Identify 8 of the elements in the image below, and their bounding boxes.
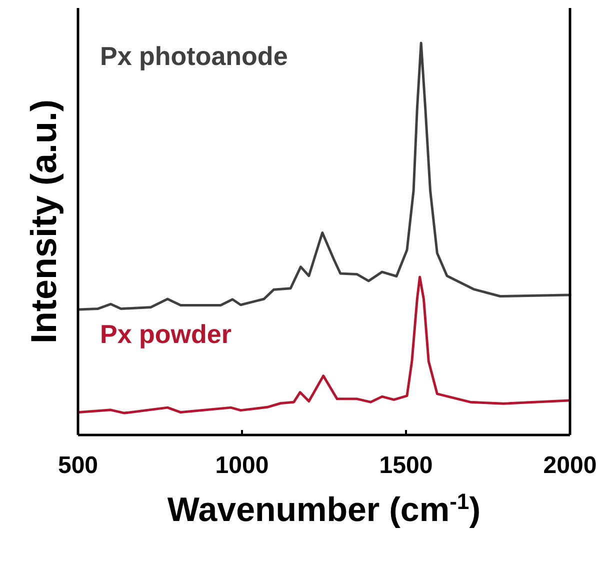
text: Px photoanode — [100, 40, 288, 71]
y-axis-title: Intensity (a.u.) — [23, 99, 64, 344]
x-tick-label: 2000 — [543, 452, 597, 479]
x-tick-label: 1500 — [379, 452, 433, 479]
text: Px powder — [100, 318, 232, 349]
x-axis-title: Wavenumber (cm$^{-1}$) — [167, 488, 481, 529]
x-tick-label: 1000 — [215, 452, 269, 479]
x-tick-label: 500 — [58, 452, 98, 479]
